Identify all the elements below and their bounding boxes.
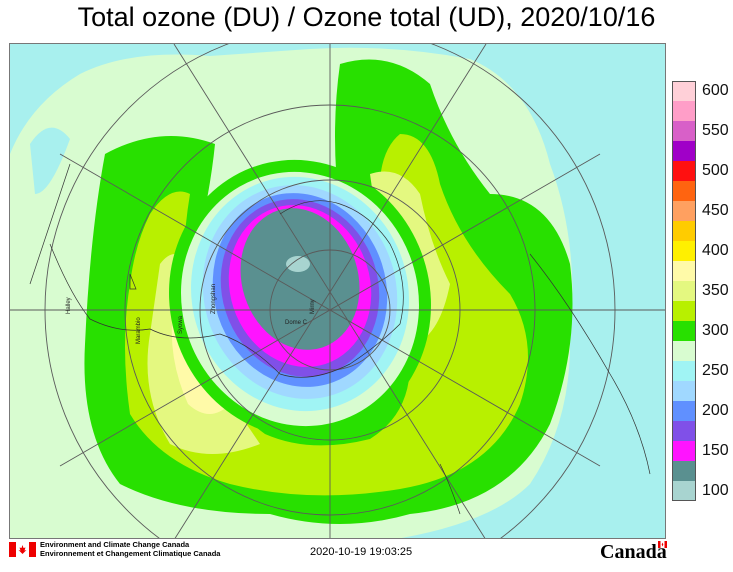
legend-label: 250	[702, 362, 729, 379]
station-label-syowa: Syowa	[178, 315, 184, 334]
footer-timestamp: 2020-10-19 19:03:25	[310, 546, 413, 558]
legend-color-box	[672, 361, 696, 381]
footer-org-fr: Environnement et Changement Climatique C…	[40, 548, 221, 558]
ozone-map-canvas: Dome C Halley Marambio Syowa Zhongshan M…	[10, 44, 665, 538]
color-legend: 600 550 500 450 400 350 300 250 200 150 100	[672, 81, 733, 513]
legend-color-box	[672, 321, 696, 341]
coastlines	[29, 163, 651, 515]
legend-color-box	[672, 221, 696, 241]
ozone-map: Dome C Halley Marambio Syowa Zhongshan M…	[9, 43, 666, 539]
legend-label: 400	[702, 242, 729, 259]
legend-color-box	[672, 301, 696, 321]
legend-color-box	[672, 161, 696, 181]
legend-color-box	[672, 201, 696, 221]
legend-label: 200	[702, 402, 729, 419]
legend-color-box	[672, 81, 696, 101]
map-graticule	[10, 44, 665, 538]
station-label-dome-c: Dome C	[285, 320, 308, 326]
new-zealand-coast	[439, 463, 461, 515]
legend-color-box	[672, 121, 696, 141]
legend-label: 450	[702, 202, 729, 219]
station-label-halley: Halley	[66, 297, 72, 314]
legend-color-box	[672, 281, 696, 301]
legend-color-box	[672, 381, 696, 401]
legend-color-box	[672, 181, 696, 201]
antarctica-coast	[49, 200, 404, 378]
footer-org-en: Environment and Climate Change Canada	[40, 540, 190, 549]
legend-label: 300	[702, 322, 729, 339]
longitude-line	[59, 153, 601, 467]
legend-color-box	[672, 421, 696, 441]
ozone-hole-100	[286, 256, 310, 272]
island-outline	[129, 273, 137, 290]
station-label-mirny: Mirny	[310, 299, 316, 314]
legend-label: 600	[702, 82, 729, 99]
legend-label: 550	[702, 122, 729, 139]
south-america-coast	[29, 163, 71, 285]
wordmark-flag-icon	[658, 541, 667, 548]
legend-color-box	[672, 241, 696, 261]
legend-color-box	[672, 141, 696, 161]
legend-color-box	[672, 401, 696, 421]
legend-color-box	[672, 481, 696, 501]
legend-label: 500	[702, 162, 729, 179]
legend-color-box	[672, 441, 696, 461]
canada-wordmark: Canada	[600, 541, 667, 563]
legend-color-box	[672, 461, 696, 481]
legend-label: 150	[702, 442, 729, 459]
canada-flag-icon	[9, 542, 36, 557]
longitude-line	[174, 44, 487, 538]
legend-label: 350	[702, 282, 729, 299]
legend-label: 100	[702, 482, 729, 499]
footer-organization: Environment and Climate Change Canada En…	[40, 540, 221, 558]
map-title: Total ozone (DU) / Ozone total (UD), 202…	[77, 2, 656, 32]
legend-color-box	[672, 261, 696, 281]
legend-color-box	[672, 101, 696, 121]
ozone-zone-250-patch	[30, 127, 70, 194]
legend-color-box	[672, 341, 696, 361]
station-label-marambio: Marambio	[136, 317, 142, 344]
australia-coast	[529, 253, 651, 475]
station-label-zhongshan: Zhongshan	[211, 284, 217, 314]
